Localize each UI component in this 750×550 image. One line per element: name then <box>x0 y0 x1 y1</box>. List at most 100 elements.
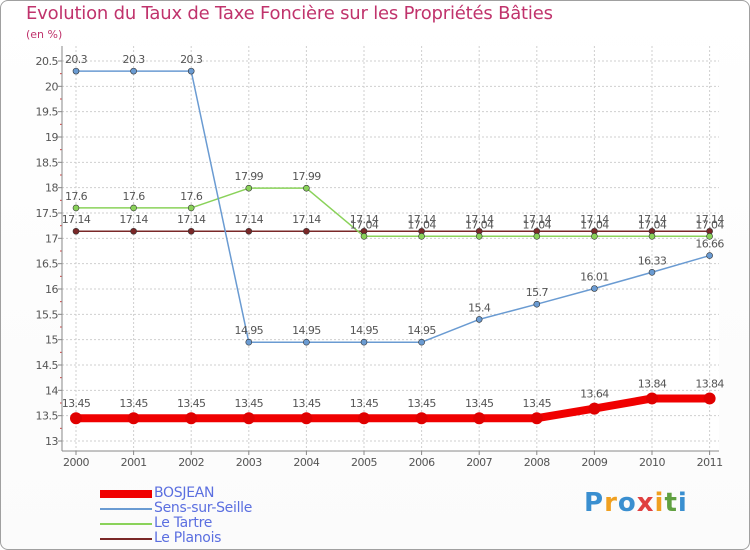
data-point-bosjean <box>646 392 658 405</box>
data-label-le-tartre: 17.6 <box>65 190 88 203</box>
data-point-bosjean <box>300 412 313 425</box>
legend-swatch <box>100 523 152 525</box>
logo-letter: o <box>617 488 637 518</box>
data-point-le-tartre <box>72 204 80 212</box>
data-label-sens-sur-seille: 16.66 <box>695 238 724 251</box>
proxiti-logo: Proxiti <box>584 488 688 518</box>
data-point-le-tartre <box>648 233 656 240</box>
legend-label: Le Tartre <box>154 515 213 531</box>
legend-swatch <box>100 538 152 540</box>
legend-item-le-planois: Le Planois <box>100 530 400 546</box>
data-label-sens-sur-seille: 20.3 <box>65 53 88 66</box>
chart-subtitle: (en %) <box>26 28 63 41</box>
x-tick-label: 2004 <box>293 456 319 469</box>
data-label-sens-sur-seille: 14.95 <box>407 324 436 337</box>
logo-letter: i <box>677 488 688 518</box>
data-point-le-tartre <box>418 233 425 240</box>
data-point-bosjean <box>70 412 82 425</box>
data-point-bosjean <box>358 412 370 425</box>
legend-item-le-tartre: Le Tartre <box>100 515 400 531</box>
data-label-bosjean: 13.45 <box>235 397 264 410</box>
logo-letter: P <box>584 488 605 518</box>
data-point-sens-sur-seille <box>130 67 137 75</box>
data-point-le-planois <box>245 227 253 235</box>
data-label-bosjean: 13.45 <box>523 397 552 410</box>
data-point-bosjean <box>530 412 543 425</box>
data-label-le-tartre: 17.6 <box>180 190 203 203</box>
data-label-le-planois: 17.14 <box>292 213 321 226</box>
data-label-sens-sur-seille: 15.7 <box>526 286 549 299</box>
data-point-bosjean <box>473 412 486 425</box>
data-point-bosjean <box>185 412 198 425</box>
data-label-bosjean: 13.45 <box>177 397 206 410</box>
data-point-le-tartre <box>533 233 541 240</box>
plot-area <box>62 46 719 451</box>
data-point-bosjean <box>703 392 716 405</box>
data-point-sens-sur-seille <box>72 67 80 75</box>
data-label-sens-sur-seille: 16.33 <box>638 254 667 267</box>
data-label-le-planois: 17.14 <box>580 213 609 226</box>
legend-label: BOSJEAN <box>154 485 215 501</box>
data-point-sens-sur-seille <box>591 285 598 292</box>
x-tick-label: 2005 <box>351 456 377 469</box>
data-label-le-planois: 17.14 <box>119 213 148 226</box>
data-point-bosjean <box>588 402 601 415</box>
data-point-le-tartre <box>360 233 368 240</box>
y-tick-label: 13 <box>45 435 58 448</box>
y-tick-label: 14 <box>45 384 58 397</box>
x-tick-label: 2001 <box>121 456 147 469</box>
data-point-le-tartre <box>591 233 598 240</box>
legend-item-sens-sur-seille: Sens-sur-Seille <box>100 500 400 516</box>
data-point-bosjean <box>415 412 428 425</box>
legend-item-bosjean: BOSJEAN <box>100 485 400 501</box>
data-label-sens-sur-seille: 20.3 <box>180 53 203 66</box>
data-label-le-tartre: 17.99 <box>235 170 264 183</box>
data-label-le-planois: 17.14 <box>235 213 264 226</box>
data-label-le-planois: 17.14 <box>62 213 91 226</box>
data-label-bosjean: 13.45 <box>465 397 494 410</box>
series-line-sens-sur-seille <box>75 70 711 343</box>
data-point-le-tartre <box>187 204 195 212</box>
data-label-le-planois: 17.14 <box>407 213 436 226</box>
data-label-le-tartre: 17.99 <box>292 170 321 183</box>
data-label-sens-sur-seille: 14.95 <box>292 324 321 337</box>
data-label-le-tartre: 17.04 <box>523 218 552 231</box>
series-line-bosjean <box>72 394 714 423</box>
y-tick-label: 18.5 <box>36 156 59 169</box>
data-point-sens-sur-seille <box>475 316 483 323</box>
data-label-bosjean: 13.45 <box>119 397 148 410</box>
data-point-le-tartre <box>130 204 137 212</box>
data-label-le-tartre: 17.04 <box>695 218 724 231</box>
data-point-le-tartre <box>245 184 253 192</box>
y-tick-label: 15 <box>45 334 58 347</box>
data-point-sens-sur-seille <box>418 338 425 346</box>
logo-letter: i <box>654 488 665 518</box>
data-label-bosjean: 13.84 <box>638 377 667 390</box>
data-label-le-planois: 17.14 <box>523 213 552 226</box>
x-tick-label: 2006 <box>409 456 435 469</box>
data-point-sens-sur-seille <box>245 338 253 346</box>
logo-letter: r <box>604 488 618 518</box>
y-tick-label: 19 <box>45 131 58 144</box>
data-label-bosjean: 13.84 <box>695 377 724 390</box>
x-tick-label: 2007 <box>466 456 492 469</box>
series-line-le-tartre <box>75 187 711 238</box>
y-tick-label: 15.5 <box>36 308 59 321</box>
y-tick-label: 19.5 <box>36 106 59 119</box>
data-label-le-planois: 17.14 <box>638 213 667 226</box>
x-tick-label: 2002 <box>178 456 204 469</box>
y-tick-label: 16 <box>45 283 58 296</box>
y-tick-label: 16.5 <box>36 258 59 271</box>
chart-title: Evolution du Taux de Taxe Foncière sur l… <box>26 3 553 24</box>
data-label-le-planois: 17.14 <box>465 213 494 226</box>
y-tick-label: 14.5 <box>36 359 59 372</box>
logo-letter: t <box>664 488 678 518</box>
data-point-le-tartre <box>706 233 713 240</box>
data-point-le-planois <box>187 227 195 235</box>
legend-swatch <box>100 490 152 498</box>
legend-swatch <box>100 508 152 510</box>
x-tick-label: 2000 <box>63 456 89 469</box>
data-point-sens-sur-seille <box>706 252 713 259</box>
data-label-le-tartre: 17.04 <box>350 218 379 231</box>
